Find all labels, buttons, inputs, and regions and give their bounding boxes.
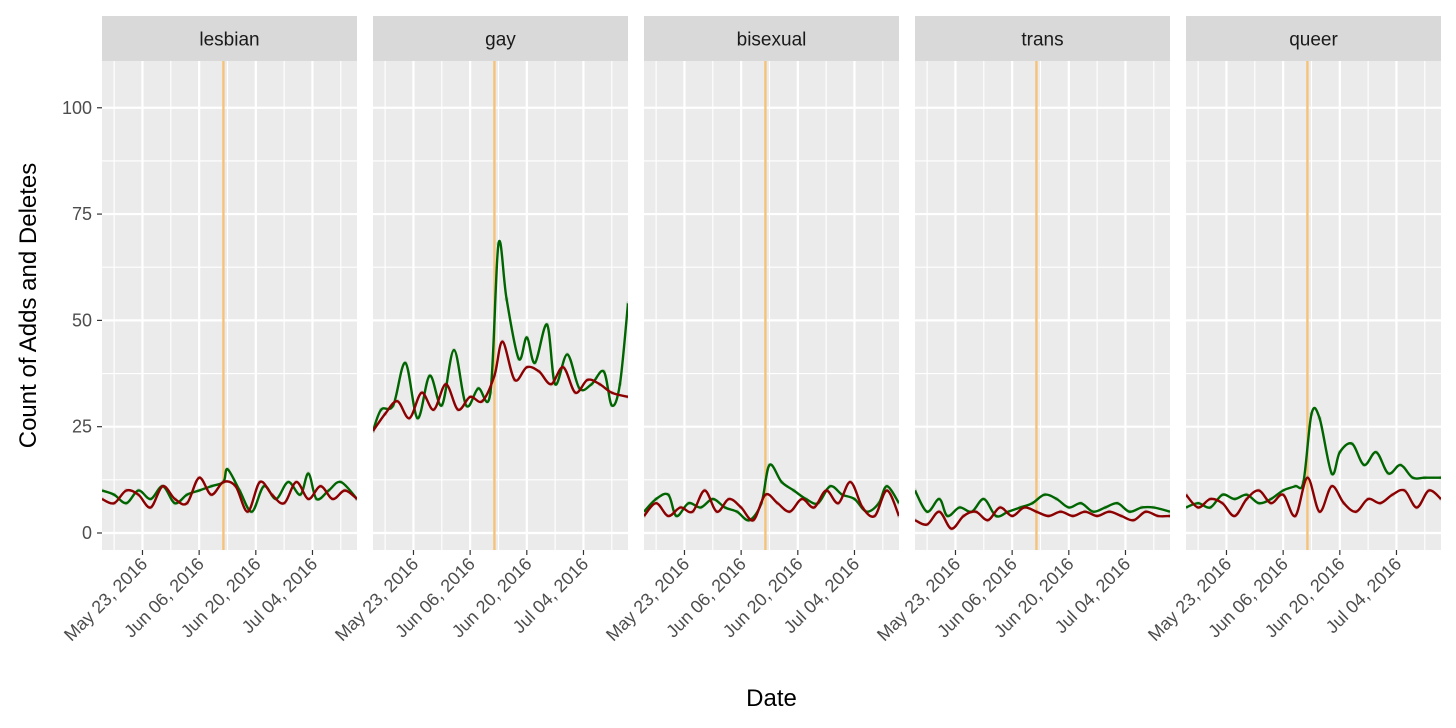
y-axis-title: Count of Adds and Deletes <box>15 163 42 449</box>
deletes-line <box>1186 476 1441 518</box>
panel-background <box>102 61 357 550</box>
adds-line <box>644 463 899 522</box>
panel-background <box>915 61 1170 550</box>
deletes-line <box>644 480 899 522</box>
facet-strip-label: gay <box>485 30 516 51</box>
facet-strip <box>915 16 1170 61</box>
x-axis-title: Date <box>746 685 797 712</box>
facet-strip <box>102 16 357 61</box>
y-tick-label: 75 <box>72 204 92 224</box>
adds-line <box>915 489 1170 518</box>
panel-background <box>373 61 628 550</box>
deletes-line <box>915 506 1170 530</box>
y-tick-label: 25 <box>72 417 92 437</box>
facet-strip <box>644 16 899 61</box>
deletes-line <box>102 476 357 513</box>
y-tick-label: 100 <box>62 98 92 118</box>
facet-strip-label: trans <box>1021 30 1063 51</box>
facet-strip-label: queer <box>1289 30 1338 51</box>
facet-strip-label: bisexual <box>737 30 807 51</box>
y-tick-label: 0 <box>82 523 92 543</box>
adds-line <box>102 467 357 513</box>
adds-line <box>1186 406 1441 509</box>
facet-strip-label: lesbian <box>199 30 259 51</box>
adds-line <box>373 239 628 432</box>
y-axis: 0 25 50 75 100 <box>62 98 102 543</box>
y-tick-label: 50 <box>72 310 92 330</box>
deletes-line <box>373 340 628 432</box>
panel-background <box>644 61 899 550</box>
facet-strip <box>1186 16 1441 61</box>
panel-background <box>1186 61 1441 550</box>
facet-strip <box>373 16 628 61</box>
